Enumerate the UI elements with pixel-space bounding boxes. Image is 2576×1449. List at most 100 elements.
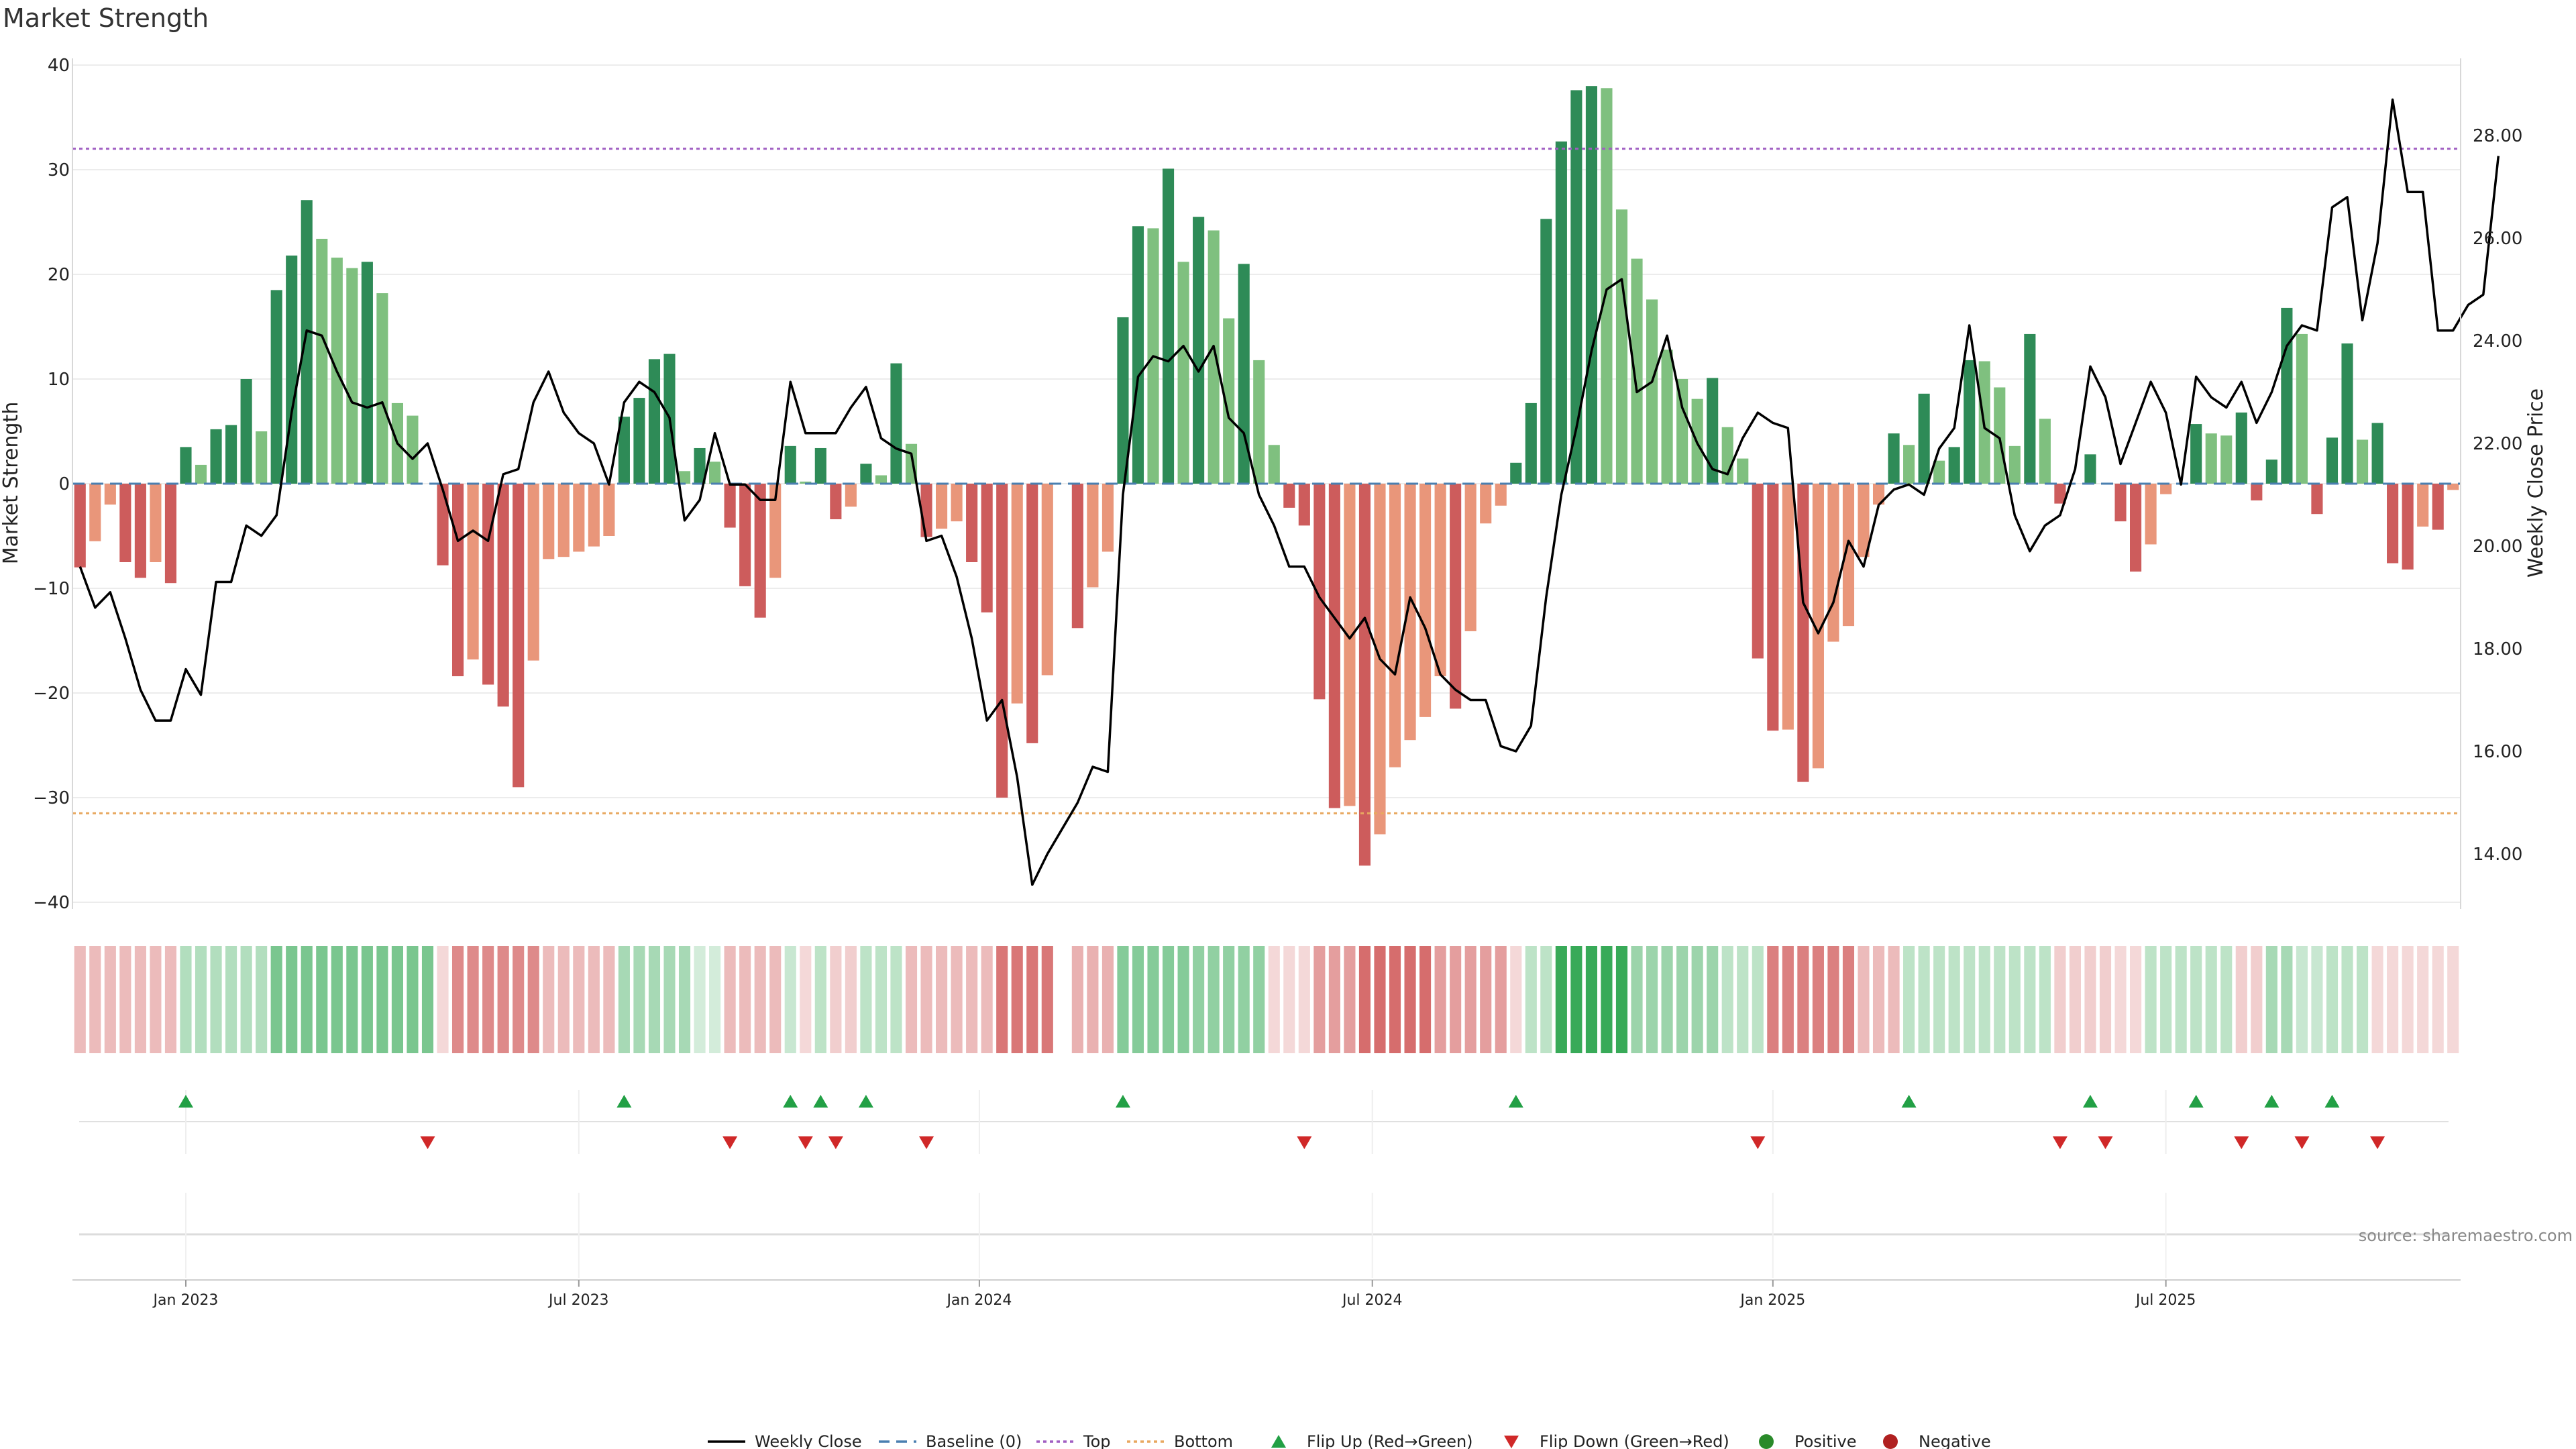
heat-cell bbox=[1193, 946, 1205, 1053]
strength-bar bbox=[588, 484, 600, 547]
strength-bar bbox=[1313, 484, 1326, 700]
legend-flip-down-icon bbox=[1504, 1436, 1519, 1448]
strength-bar bbox=[2114, 484, 2127, 522]
legend-label: Flip Up (Red→Green) bbox=[1307, 1432, 1473, 1449]
legend-circle-icon bbox=[1759, 1434, 1774, 1449]
heat-cell bbox=[1238, 946, 1250, 1053]
heat-cell bbox=[2084, 946, 2096, 1053]
heat-cell bbox=[1328, 946, 1340, 1053]
strength-bar bbox=[1964, 360, 1976, 484]
strength-bar bbox=[361, 262, 373, 484]
heat-cell bbox=[1691, 946, 1703, 1053]
heat-cell bbox=[1601, 946, 1613, 1053]
strength-bar bbox=[2341, 343, 2353, 484]
heat-cell bbox=[407, 946, 419, 1053]
heat-cell bbox=[996, 946, 1008, 1053]
heat-cell bbox=[1978, 946, 1990, 1053]
heat-cell bbox=[497, 946, 509, 1053]
heat-cell bbox=[1223, 946, 1235, 1053]
heat-cell bbox=[2220, 946, 2233, 1053]
heat-cell bbox=[2205, 946, 2217, 1053]
strength-bar bbox=[104, 484, 116, 505]
heat-cell bbox=[421, 946, 434, 1053]
strength-bar bbox=[1555, 141, 1567, 484]
y-tick-label-left: 10 bbox=[48, 370, 70, 390]
strength-bar bbox=[1087, 484, 1099, 588]
heat-cell bbox=[709, 946, 721, 1053]
flip-down-marker bbox=[1750, 1136, 1766, 1149]
heat-cell bbox=[1872, 946, 1885, 1053]
heat-cell bbox=[451, 946, 464, 1053]
strength-bar bbox=[1510, 462, 1522, 484]
heat-cell bbox=[2371, 946, 2383, 1053]
strength-bar bbox=[497, 484, 509, 707]
heat-cell bbox=[875, 946, 888, 1053]
flip-down-marker bbox=[722, 1136, 738, 1149]
heat-cell bbox=[784, 946, 796, 1053]
strength-bar bbox=[1298, 484, 1310, 526]
heat-cell bbox=[316, 946, 328, 1053]
heat-cell bbox=[1117, 946, 1129, 1053]
heat-cell bbox=[210, 946, 222, 1053]
flip-down-marker bbox=[1297, 1136, 1312, 1149]
strength-bar bbox=[1601, 88, 1613, 484]
legend: Weekly Close Baseline (0) Top Bottom Flip Up… bbox=[708, 1432, 1991, 1449]
strength-bar bbox=[709, 462, 721, 484]
heat-cell bbox=[543, 946, 555, 1053]
strength-bar bbox=[543, 484, 555, 559]
heat-cell bbox=[1903, 946, 1915, 1053]
heat-cell bbox=[648, 946, 661, 1053]
legend-item: Positive bbox=[1759, 1432, 1857, 1449]
heat-cell bbox=[1087, 946, 1099, 1053]
heat-cell bbox=[1464, 946, 1477, 1053]
heat-cell bbox=[890, 946, 902, 1053]
strength-bar bbox=[1676, 379, 1688, 484]
strength-bar bbox=[2296, 333, 2308, 484]
strength-bar bbox=[996, 484, 1008, 798]
heat-cell bbox=[256, 946, 268, 1053]
flip-down-marker bbox=[2294, 1136, 2310, 1149]
strength-bar bbox=[1752, 484, 1764, 659]
source-label: source: sharemaestro.com bbox=[2359, 1226, 2573, 1245]
heat-cell bbox=[1162, 946, 1175, 1053]
heat-cell bbox=[1707, 946, 1719, 1053]
heat-cell bbox=[1268, 946, 1280, 1053]
heat-cell bbox=[2356, 946, 2369, 1053]
strength-bar bbox=[1661, 350, 1673, 484]
legend-item: Bottom bbox=[1127, 1432, 1233, 1449]
flip-down-marker bbox=[2098, 1136, 2113, 1149]
heat-cell bbox=[391, 946, 403, 1053]
heat-cell bbox=[573, 946, 585, 1053]
heat-cell bbox=[1177, 946, 1189, 1053]
heat-cell bbox=[678, 946, 691, 1053]
strength-bars bbox=[74, 86, 2459, 866]
strength-bar bbox=[2039, 419, 2051, 484]
heat-cell bbox=[603, 946, 615, 1053]
heat-cell bbox=[845, 946, 857, 1053]
heat-cell bbox=[1208, 946, 1220, 1053]
heat-cell bbox=[1041, 946, 1053, 1053]
strength-bar bbox=[678, 471, 691, 484]
strength-bar bbox=[513, 484, 525, 788]
heat-cell bbox=[694, 946, 706, 1053]
legend-item: Flip Down (Green→Red) bbox=[1504, 1432, 1729, 1449]
heat-cell bbox=[1918, 946, 1930, 1053]
strength-bar bbox=[1948, 447, 1960, 484]
strength-bar bbox=[875, 475, 888, 484]
heat-cell bbox=[437, 946, 449, 1053]
heat-cell bbox=[346, 946, 358, 1053]
strength-bar bbox=[2447, 484, 2459, 490]
heat-cell bbox=[1570, 946, 1582, 1053]
strength-bar bbox=[951, 484, 963, 522]
heat-cell bbox=[981, 946, 993, 1053]
flip-down-marker bbox=[2052, 1136, 2068, 1149]
strength-bar bbox=[195, 464, 207, 484]
strength-bar bbox=[1615, 209, 1628, 484]
legend-circle-icon bbox=[1883, 1434, 1898, 1449]
strength-bar bbox=[1631, 258, 1643, 484]
strength-bar bbox=[1994, 387, 2006, 484]
heat-cell bbox=[724, 946, 736, 1053]
strength-bar bbox=[1918, 393, 1930, 484]
heat-cell bbox=[1026, 946, 1038, 1053]
x-axis: Jan 2023 Jul 2023 Jan 2024 Jul 2024 Jan 2025… bbox=[72, 1279, 2461, 1309]
